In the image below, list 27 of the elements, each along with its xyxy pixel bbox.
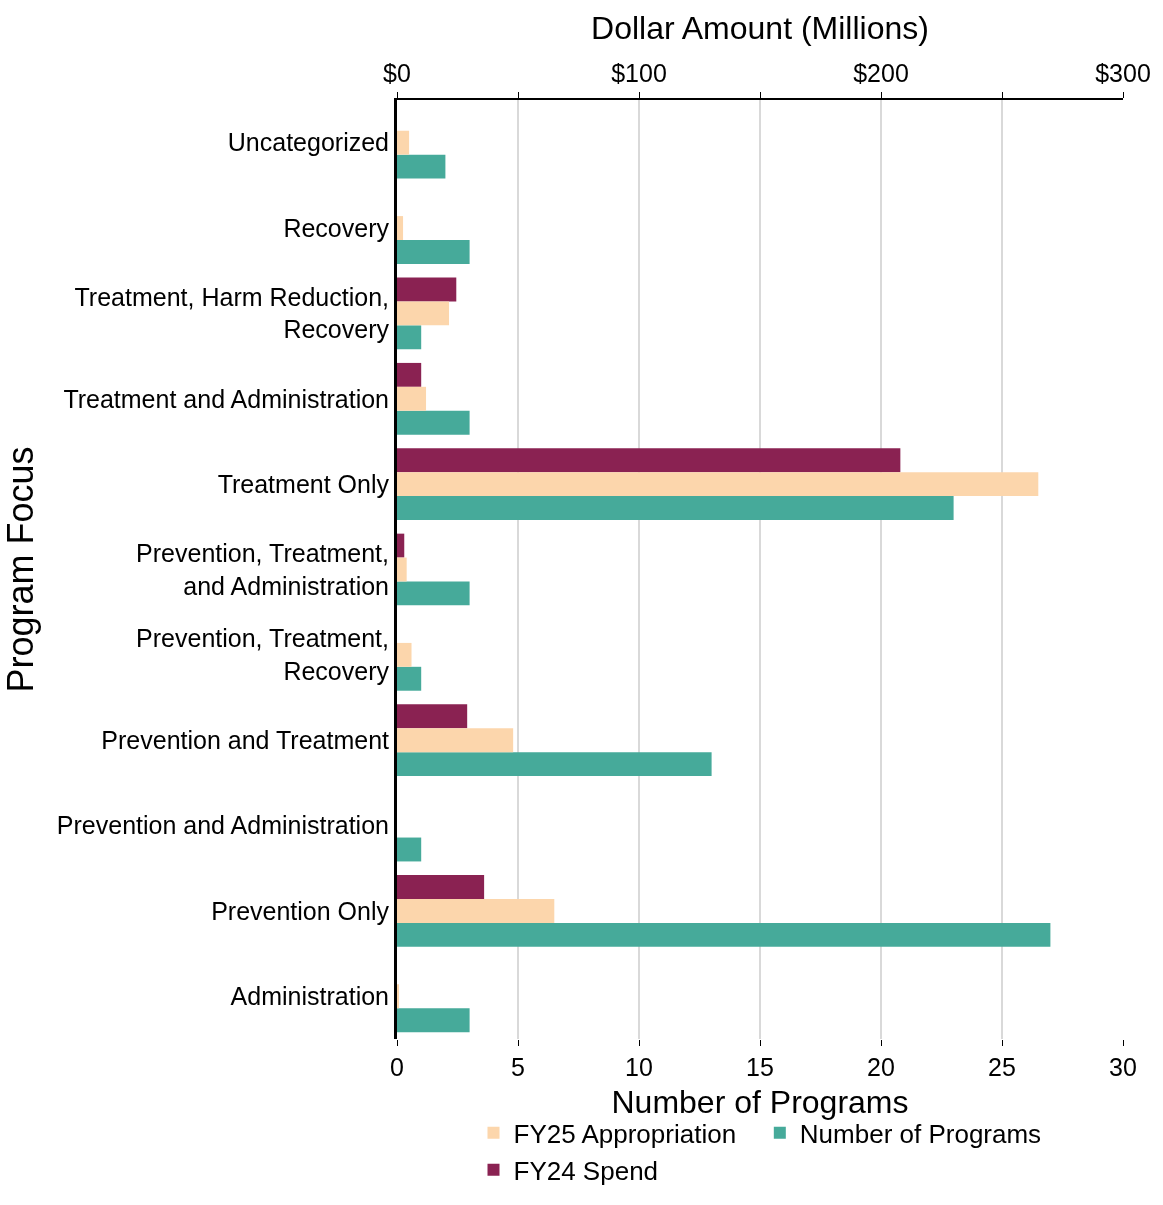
y-tick-label: Prevention Only [211,896,390,925]
x2-tick-label: $300 [1095,59,1151,87]
x-tick-label: 25 [988,1053,1016,1081]
y-tick-label: Prevention, Treatment, Recovery [136,624,390,685]
y-tick-label: Prevention and Treatment [101,725,390,754]
y-tick-label: Treatment and Administration [63,384,389,413]
x-tick-label: 15 [746,1053,774,1081]
x-tick-label: 0 [390,1053,404,1081]
y-tick-label: Treatment, Harm Reduction, Recovery [74,282,390,344]
legend-label: FY25 Appropriation [513,1118,737,1149]
legend-label: FY24 Spend [513,1155,659,1186]
y-tick-label: Prevention and Administration [56,811,389,840]
x-axis-title: Number of Programs [611,1083,909,1120]
y-tick-label: Recovery [283,213,390,242]
y-tick-label: Administration [230,982,389,1011]
x-tick-label: 5 [511,1053,525,1081]
x-tick-label: 10 [625,1053,653,1081]
x2-tick-label: $0 [383,59,411,87]
y-tick-label: Treatment Only [217,469,390,498]
y-axis-title: Program Focus [0,446,41,693]
x2-axis-title: Dollar Amount (Millions) [591,9,929,46]
x-tick-label: 20 [867,1053,895,1081]
x2-tick-label: $100 [611,59,667,87]
y-tick-label: Prevention, Treatment, and Administration [136,539,389,600]
x2-tick-label: $200 [853,59,909,87]
x-tick-label: 30 [1109,1053,1137,1081]
y-tick-label: Uncategorized [227,128,389,157]
